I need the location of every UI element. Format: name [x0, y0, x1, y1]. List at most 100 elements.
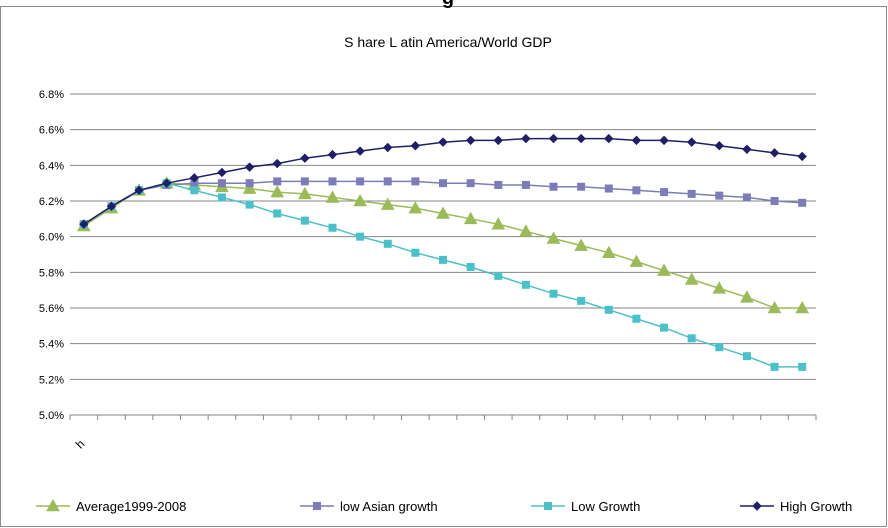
- data-point: [106, 201, 117, 212]
- data-point: [217, 167, 227, 178]
- data-point: [576, 133, 586, 144]
- clipped-heading: g: [442, 0, 454, 9]
- data-point: [328, 177, 337, 186]
- chart-title: S hare L atin America/World GDP: [344, 34, 552, 50]
- data-point: [546, 231, 561, 244]
- data-point: [411, 248, 420, 257]
- data-point: [494, 271, 503, 280]
- data-point: [383, 239, 392, 248]
- data-point: [439, 179, 447, 188]
- y-tick-label: 6.8%: [39, 89, 64, 101]
- series-high-growth: [79, 133, 807, 229]
- data-point: [438, 137, 448, 147]
- data-point: [465, 135, 476, 146]
- legend-item: Average1999-2008: [36, 498, 186, 514]
- y-tick-label: 5.4%: [39, 339, 64, 351]
- data-point: [300, 216, 309, 225]
- data-point: [242, 181, 257, 194]
- legend-label: High Growth: [780, 499, 852, 514]
- chart-area: [0, 6, 887, 527]
- data-point: [161, 178, 172, 188]
- data-point: [687, 189, 696, 198]
- data-point: [684, 272, 699, 285]
- data-point: [436, 206, 450, 219]
- data-point: [574, 238, 588, 251]
- data-point: [577, 182, 586, 191]
- data-point: [189, 173, 200, 183]
- data-point: [715, 343, 724, 352]
- data-point: [715, 191, 724, 200]
- data-point: [687, 334, 696, 343]
- data-point: [604, 184, 613, 193]
- data-point: [245, 200, 254, 209]
- data-point: [659, 135, 669, 146]
- data-point: [493, 135, 503, 146]
- data-point: [549, 289, 558, 298]
- data-point: [798, 362, 807, 371]
- data-point: [383, 142, 393, 153]
- data-point: [298, 186, 312, 200]
- data-point: [410, 141, 421, 151]
- data-point: [217, 193, 226, 202]
- legend: Average1999-2008 low Asian growth Low Grow…: [36, 498, 852, 514]
- legend-label: Low Growth: [571, 499, 640, 514]
- data-point: [521, 180, 530, 189]
- data-point: [383, 177, 392, 186]
- y-tick-label: 6.4%: [39, 160, 64, 172]
- data-point: [355, 146, 365, 156]
- data-point: [463, 211, 478, 225]
- y-tick-label: 6.0%: [39, 232, 64, 244]
- data-point: [767, 300, 782, 314]
- y-tick-label: 5.6%: [39, 303, 64, 315]
- legend-marker: [313, 502, 321, 510]
- data-point: [770, 362, 779, 371]
- legend-marker: [752, 501, 762, 511]
- legend-label: low Asian growth: [340, 499, 438, 514]
- data-point: [439, 255, 447, 264]
- data-point: [491, 217, 506, 230]
- data-point: [353, 193, 367, 207]
- data-point: [521, 280, 530, 289]
- data-point: [519, 224, 533, 237]
- data-point: [604, 133, 614, 144]
- legend-item: High Growth: [740, 499, 852, 514]
- data-point: [631, 135, 642, 146]
- legend-marker: [544, 502, 552, 510]
- y-tick-label: 5.8%: [39, 267, 64, 279]
- data-point: [742, 193, 751, 202]
- data-point: [273, 209, 282, 218]
- data-point: [494, 180, 503, 189]
- legend-marker: [46, 498, 60, 512]
- data-point: [601, 245, 616, 259]
- data-point: [798, 198, 807, 207]
- data-point: [466, 179, 475, 188]
- data-point: [632, 186, 641, 195]
- data-point: [657, 263, 671, 276]
- y-tick-label: 5.2%: [39, 374, 64, 386]
- data-point: [797, 151, 807, 162]
- data-point: [270, 185, 285, 198]
- data-point: [300, 177, 309, 186]
- data-point: [356, 177, 365, 186]
- data-point: [686, 137, 697, 147]
- data-point: [300, 153, 310, 163]
- data-point: [770, 197, 779, 205]
- data-point: [548, 133, 559, 144]
- data-point: [245, 179, 254, 188]
- data-point: [325, 190, 340, 203]
- data-point: [134, 185, 144, 196]
- data-point: [466, 262, 475, 271]
- data-point: [408, 201, 423, 214]
- data-point: [632, 314, 641, 323]
- data-point: [740, 290, 754, 303]
- data-point: [712, 281, 727, 294]
- y-tick-label: 6.2%: [39, 196, 64, 208]
- data-point: [549, 182, 558, 191]
- data-point: [356, 232, 365, 241]
- data-point: [272, 158, 282, 169]
- data-point: [629, 254, 644, 267]
- data-point: [328, 223, 337, 232]
- data-point: [244, 162, 255, 172]
- y-tick-label: 6.6%: [39, 125, 64, 137]
